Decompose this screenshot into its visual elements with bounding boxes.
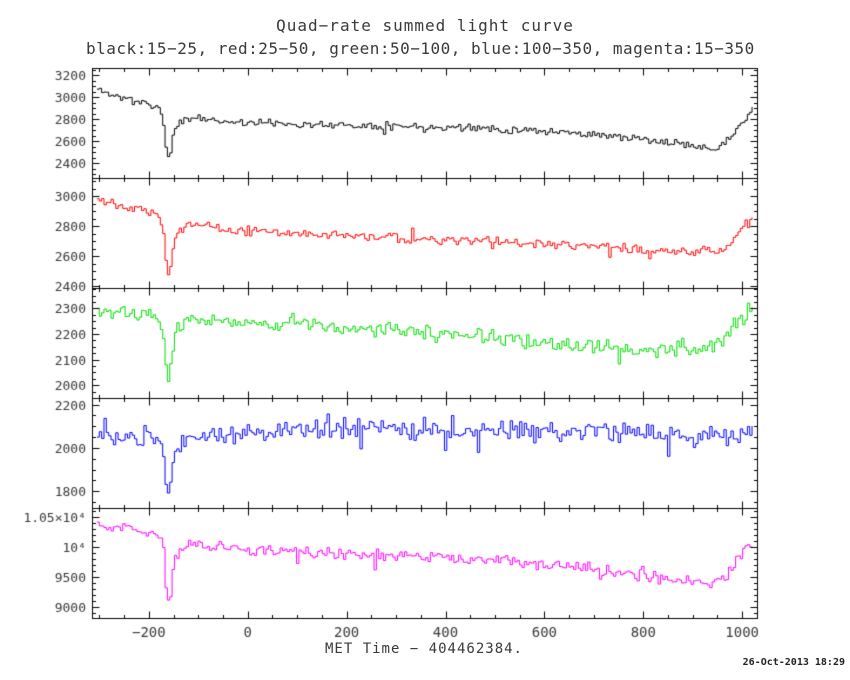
chart-legend-subtitle: black:15−25, red:25−50, green:50−100, bl… (86, 39, 755, 58)
x-axis-label: MET Time − 404462384. (324, 641, 523, 657)
plot-timestamp: 26-Oct-2013 18:29 (742, 657, 845, 668)
chart-title: Quad−rate summed light curve (276, 16, 574, 35)
